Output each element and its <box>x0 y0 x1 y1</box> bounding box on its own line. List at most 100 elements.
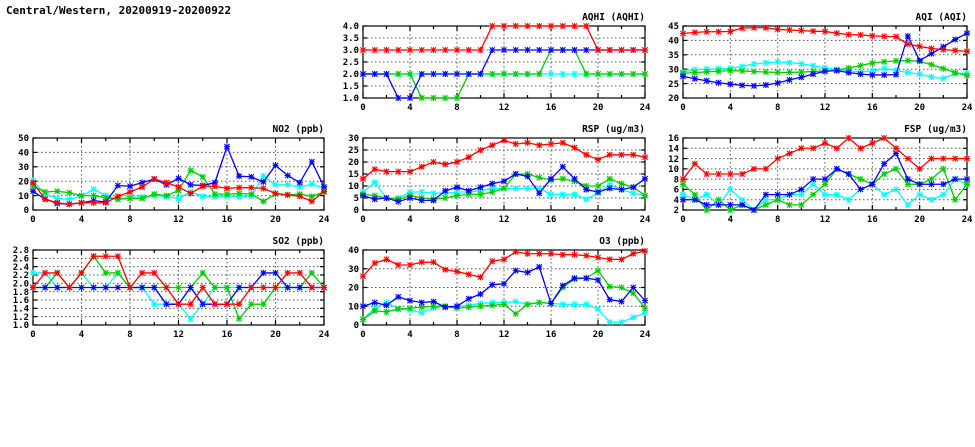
data-point-marker <box>66 284 73 291</box>
data-point-marker <box>691 160 698 167</box>
data-point-marker <box>928 73 935 80</box>
data-point-marker <box>548 250 554 257</box>
data-point-marker <box>78 192 85 199</box>
data-point-marker <box>904 57 911 64</box>
data-point-marker <box>703 68 710 75</box>
data-point-marker <box>321 188 327 195</box>
data-point-marker <box>524 47 531 53</box>
data-point-marker <box>407 47 413 53</box>
data-point-marker <box>536 23 543 29</box>
data-point-marker <box>810 176 817 183</box>
y-tick-label: 2.4 <box>13 263 30 273</box>
data-point-marker <box>296 179 303 186</box>
data-point-marker <box>430 190 437 197</box>
chart-panel-rsp: RSP (ug/m3) 0 5 10 15 20 25 30 0 4 8 12 16 20 24 <box>333 120 651 232</box>
x-tick-label: 16 <box>222 215 233 225</box>
data-point-marker <box>236 284 243 291</box>
x-tick-label: 4 <box>407 215 413 225</box>
data-point-marker <box>727 171 734 177</box>
data-point-marker <box>630 314 637 321</box>
data-point-marker <box>845 31 852 38</box>
data-point-marker <box>630 47 637 53</box>
data-point-marker <box>869 60 876 67</box>
data-point-marker <box>606 283 613 290</box>
data-point-marker <box>199 173 206 180</box>
x-tick-label: 4 <box>728 215 734 225</box>
data-point-marker <box>727 28 734 35</box>
data-point-marker <box>940 75 947 82</box>
data-point-marker <box>395 47 402 53</box>
data-point-marker <box>904 181 911 188</box>
data-point-marker <box>465 187 472 194</box>
data-point-marker <box>798 69 805 76</box>
data-point-marker <box>512 141 519 147</box>
y-tick-label: 35 <box>668 51 679 61</box>
data-point-marker <box>395 306 402 313</box>
x-tick-label: 4 <box>728 103 734 113</box>
data-point-marker <box>595 189 601 195</box>
data-point-marker <box>272 284 279 291</box>
data-point-marker <box>680 196 686 203</box>
data-point-marker <box>371 166 378 173</box>
data-point-marker <box>465 71 472 77</box>
data-point-marker <box>559 251 566 258</box>
data-point-marker <box>383 47 390 53</box>
data-point-marker <box>477 47 484 53</box>
data-point-marker <box>798 74 805 81</box>
y-tick-label: 10 <box>18 192 29 202</box>
data-point-marker <box>881 160 888 167</box>
data-point-marker <box>798 60 805 67</box>
data-point-marker <box>407 305 413 312</box>
data-point-marker <box>430 71 437 77</box>
data-point-marker <box>964 72 970 79</box>
data-point-marker <box>536 263 543 270</box>
data-point-marker <box>857 31 864 38</box>
data-point-marker <box>371 47 378 53</box>
y-tick-label: 14 <box>668 144 679 154</box>
data-point-marker <box>893 57 899 64</box>
x-tick-label: 4 <box>79 330 85 340</box>
data-point-marker <box>559 163 566 170</box>
data-point-marker <box>54 284 61 291</box>
y-tick-label: 16 <box>668 134 679 144</box>
data-point-marker <box>536 299 543 306</box>
data-point-marker <box>928 45 935 52</box>
data-point-marker <box>762 196 769 203</box>
data-point-marker <box>583 186 590 193</box>
data-point-marker <box>501 280 507 287</box>
data-point-marker <box>114 284 121 291</box>
chart-title-no2: NO2 (ppb) <box>273 124 324 135</box>
data-point-marker <box>90 253 97 260</box>
data-point-marker <box>940 65 947 72</box>
data-point-marker <box>442 71 449 77</box>
data-point-marker <box>477 303 484 310</box>
data-point-marker <box>102 284 109 291</box>
data-point-marker <box>727 201 734 208</box>
x-tick-label: 8 <box>775 103 780 113</box>
data-point-marker <box>916 191 923 198</box>
data-point-marker <box>893 67 899 74</box>
data-point-marker <box>583 71 590 77</box>
data-point-marker <box>30 188 36 195</box>
chart-panel-aqi: AQI (AQI) 20 25 30 35 40 45 0 4 8 12 16 20 24 <box>653 8 973 120</box>
data-point-marker <box>571 175 578 182</box>
data-point-marker <box>618 180 625 187</box>
data-point-marker <box>810 191 817 198</box>
data-point-marker <box>952 69 959 76</box>
data-point-marker <box>751 61 757 68</box>
y-tick-label: 15 <box>348 170 359 180</box>
y-tick-label: 40 <box>668 37 679 47</box>
data-point-marker <box>501 178 507 185</box>
y-tick-label: 50 <box>18 134 29 144</box>
data-point-marker <box>928 61 935 68</box>
data-point-marker <box>407 95 413 101</box>
data-point-marker <box>395 71 402 77</box>
data-point-marker <box>964 176 970 183</box>
x-tick-label: 8 <box>454 330 459 340</box>
data-point-marker <box>418 163 425 170</box>
data-point-marker <box>751 165 757 172</box>
data-point-marker <box>822 68 828 75</box>
data-point-marker <box>308 158 315 165</box>
data-point-marker <box>786 27 793 34</box>
data-point-marker <box>548 141 554 147</box>
